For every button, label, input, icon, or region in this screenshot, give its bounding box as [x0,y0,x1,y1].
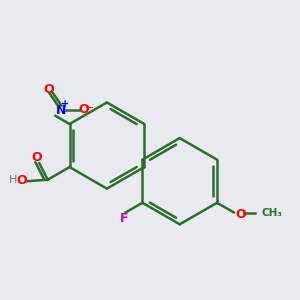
Text: F: F [120,212,128,226]
Text: O: O [17,174,28,187]
Text: O: O [32,151,42,164]
Text: O: O [78,103,89,116]
Text: +: + [61,99,69,109]
Text: O: O [235,208,246,221]
Text: O: O [43,82,54,96]
Text: H: H [8,175,17,185]
Text: N: N [56,104,66,117]
Text: CH₃: CH₃ [261,208,282,218]
Text: −: − [85,103,94,113]
